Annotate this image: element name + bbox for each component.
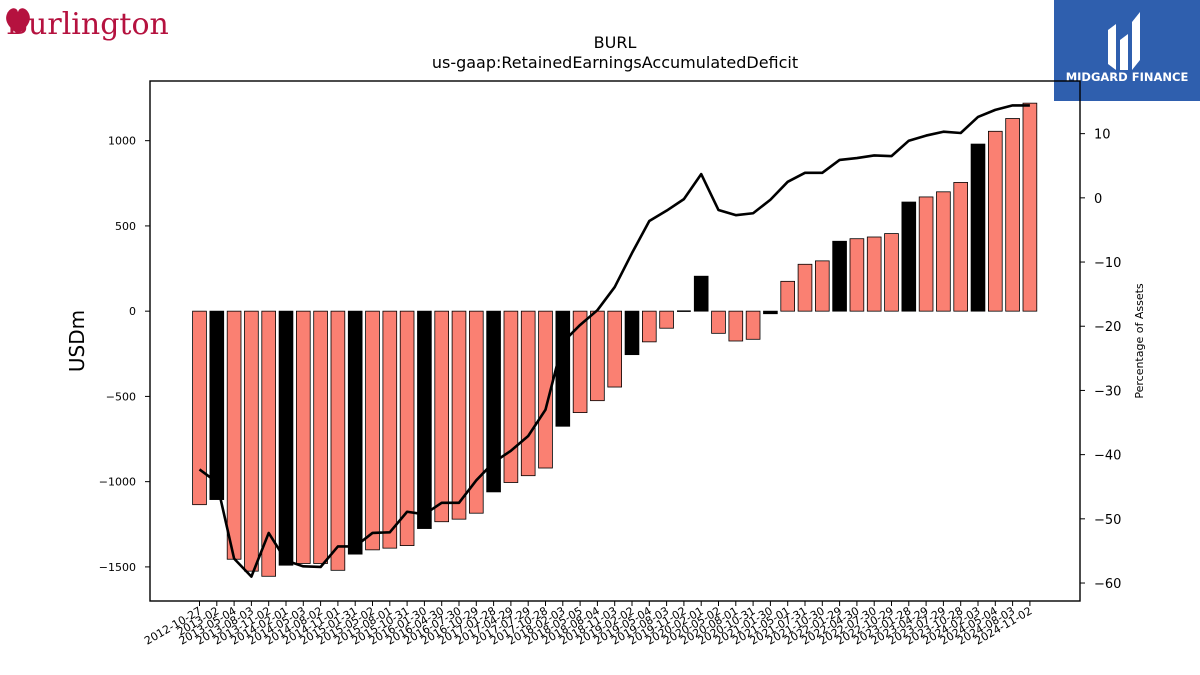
percentage-of-assets-line [198, 104, 1030, 578]
bar-2021-10-30 [815, 260, 830, 312]
bar-2024-08-03 [1005, 118, 1020, 312]
bar-2019-02-02 [624, 310, 640, 356]
bar-2024-05-04 [988, 130, 1003, 312]
bar-2024-11-02 [1022, 102, 1038, 312]
bar-2013-08-03 [244, 310, 259, 572]
bar-2013-11-02 [261, 310, 276, 577]
y-tick-label: −500 [106, 390, 136, 403]
bar-2018-08-04 [590, 310, 605, 402]
y-tick-label: −1000 [99, 476, 136, 489]
midgard-finance-logo: MIDGARD FINANCE [1054, 0, 1200, 101]
bar-2021-05-01 [780, 280, 795, 312]
bar-2020-10-31 [745, 310, 761, 340]
left-axis: −1500 −1000 −500 0 500 1000 [99, 135, 150, 574]
bar-2015-01-31 [347, 310, 363, 555]
y2-tick-label: −10 [1094, 256, 1121, 271]
bar-2016-10-29 [468, 310, 484, 514]
midgard-finance-wordmark: MIDGARD FINANCE [1066, 70, 1189, 84]
bar-2016-01-30 [417, 310, 432, 529]
heart-logo-icon [6, 8, 30, 34]
bar-2023-04-29 [918, 196, 934, 312]
bar-2013-05-04 [226, 310, 242, 560]
bar-series [192, 102, 1038, 577]
bar-2017-07-29 [520, 310, 536, 477]
y-axis-label: USDm [65, 310, 89, 372]
bar-2019-08-03 [659, 310, 674, 329]
y-tick-label: 0 [129, 305, 136, 318]
x-axis: 2012-10-272013-022013-05-042013-08-03201… [142, 601, 1034, 648]
chart-subtitle: us-gaap:RetainedEarningsAccumulatedDefic… [432, 53, 798, 72]
bar-2022-07-30 [866, 236, 882, 312]
burlington-wordmark: Burlington [6, 7, 169, 42]
bar-2021-01-30 [763, 310, 778, 315]
bar-2014-08-02 [313, 310, 328, 564]
y2-tick-label: −30 [1094, 384, 1121, 399]
bar-2022-01-29 [832, 240, 847, 312]
y-tick-label: −1500 [99, 561, 136, 574]
right-axis: −60 −50 −40 −30 −20 −10 0 10 [1080, 128, 1121, 592]
bar-2020-08-01 [728, 310, 744, 342]
bar-2017-04-29 [503, 310, 519, 483]
y2-tick-label: −60 [1094, 577, 1121, 592]
y-tick-label: 500 [115, 220, 136, 233]
bar-2014-02-01 [278, 310, 294, 566]
bar-2019-05-04 [642, 310, 657, 343]
bar-2024-02-03 [970, 143, 986, 312]
bar-2014-11-01 [330, 310, 346, 571]
bar-2023-01-28 [901, 201, 917, 312]
y2-axis-label: Percentage of Assets [1133, 283, 1146, 399]
bar-2020-02-01 [693, 275, 709, 312]
bar-2018-05-05 [572, 310, 588, 414]
y2-tick-label: −50 [1094, 513, 1121, 528]
bar-2018-11-03 [607, 310, 622, 388]
y2-tick-label: 10 [1094, 128, 1111, 143]
bar-2023-10-28 [953, 182, 968, 312]
midgard-m-mark-icon [1108, 12, 1140, 70]
bar-2018-02-03 [555, 310, 571, 427]
bar-2014-05-03 [295, 310, 311, 564]
bar-2012-10-27 [192, 310, 207, 506]
bar-2017-01-28 [486, 310, 501, 493]
bar-2013-02 [209, 310, 225, 500]
y2-tick-label: −20 [1094, 320, 1121, 335]
chart-title: BURL [594, 33, 637, 52]
y2-tick-label: 0 [1094, 192, 1102, 207]
bar-2016-04-30 [434, 310, 449, 523]
burlington-logo: Burlington [0, 0, 180, 50]
bar-2016-07-30 [451, 310, 467, 520]
bar-2021-07-31 [797, 263, 813, 312]
y-tick-label: 1000 [108, 135, 136, 148]
bar-2022-04-30 [849, 238, 865, 312]
bar-2023-07-29 [936, 191, 951, 312]
bar-2017-10-28 [538, 310, 553, 469]
y2-tick-label: −40 [1094, 449, 1121, 464]
bar-2015-05-02 [365, 310, 380, 551]
bar-2015-10-31 [399, 310, 415, 546]
bar-2015-08-01 [382, 310, 398, 549]
bar-2020-05-02 [711, 310, 726, 334]
bar-2022-10-29 [884, 233, 899, 312]
